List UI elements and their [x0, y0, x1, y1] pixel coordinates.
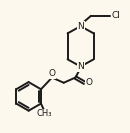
Text: CH₃: CH₃ [37, 109, 52, 119]
Text: Cl: Cl [112, 11, 120, 20]
Text: O: O [48, 69, 56, 78]
Text: N: N [77, 22, 84, 31]
Text: N: N [77, 62, 84, 71]
Text: O: O [86, 78, 93, 87]
